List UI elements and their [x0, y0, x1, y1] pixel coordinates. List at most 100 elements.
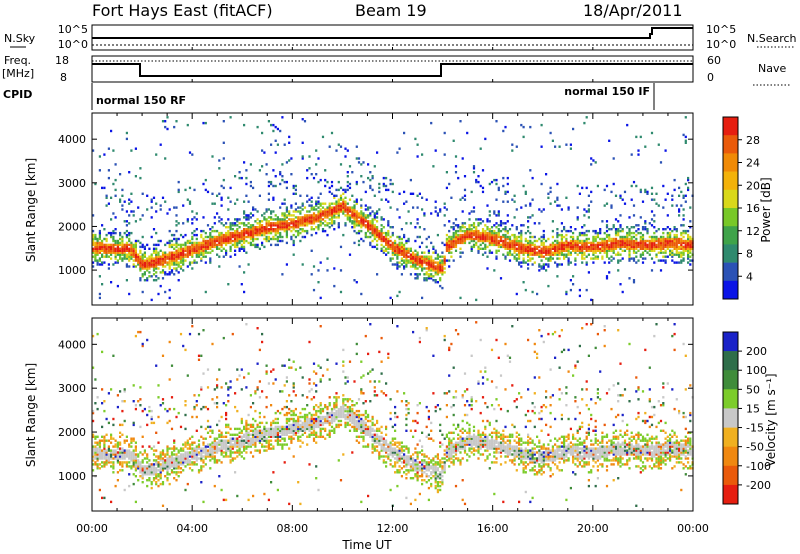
power-cell: [452, 139, 455, 142]
power-cell: [463, 231, 467, 235]
power-cell: [218, 255, 221, 258]
power-cell: [522, 261, 525, 264]
power-cell: [671, 237, 674, 241]
velocity-cell: [152, 463, 156, 466]
power-cell: [155, 249, 158, 252]
power-cell: [400, 249, 403, 252]
power-cell: [585, 243, 588, 247]
velocity-cell: [263, 425, 266, 429]
power-cell: [396, 263, 399, 266]
power-cell: [209, 243, 212, 247]
power-cell: [581, 253, 584, 256]
velocity-cell: [139, 471, 142, 474]
power-cell: [249, 184, 252, 188]
power-cell: [288, 210, 291, 213]
power-cell: [330, 206, 334, 209]
power-cell: [612, 239, 615, 243]
power-cell: [412, 257, 415, 260]
velocity-cell: [132, 482, 135, 486]
power-cell: [92, 239, 95, 243]
power-cell: [405, 265, 408, 268]
power-cell: [504, 247, 507, 250]
power-cell: [218, 231, 221, 235]
velocity-cell: [229, 427, 232, 431]
power-cell: [290, 229, 293, 233]
power-cell: [175, 249, 178, 252]
power-cell: [556, 243, 559, 247]
power-cell: [659, 249, 663, 252]
velocity-cell: [92, 334, 95, 338]
power-cell: [425, 277, 428, 280]
power-cell: [682, 251, 685, 254]
power-cell: [497, 241, 500, 245]
velocity-cell: [173, 449, 176, 452]
power-cell: [188, 151, 192, 154]
velocity-cell: [303, 417, 307, 421]
velocity-cell: [294, 394, 297, 397]
power-cell: [504, 235, 507, 239]
power-cell: [380, 231, 383, 235]
power-cell: [481, 241, 485, 245]
power-cell: [497, 243, 500, 247]
power-cell: [520, 206, 523, 209]
power-cell: [684, 229, 687, 233]
power-cell: [506, 247, 509, 250]
velocity-cell: [234, 457, 237, 460]
velocity-cell: [184, 465, 187, 468]
power-cell: [128, 237, 131, 241]
power-cell: [168, 245, 171, 249]
velocity-cell: [182, 447, 185, 450]
power-cell: [362, 212, 365, 215]
power-cell: [687, 188, 690, 192]
power-cell: [659, 161, 663, 164]
velocity-cell: [247, 439, 250, 442]
power-cell: [213, 241, 216, 245]
velocity-cell: [209, 425, 212, 429]
power-cell: [457, 176, 460, 180]
power-cell: [576, 218, 579, 221]
power-cell: [486, 220, 489, 223]
power-cell: [443, 202, 446, 205]
power-cell: [355, 216, 358, 219]
power-cell: [479, 239, 482, 243]
power-cell: [342, 212, 345, 215]
velocity-cell: [249, 441, 252, 444]
power-cell: [587, 245, 590, 249]
power-cell: [310, 173, 313, 176]
power-cell: [168, 257, 171, 260]
velocity-cell: [96, 465, 99, 468]
velocity-cell: [110, 449, 113, 452]
power-cell: [540, 123, 543, 127]
power-cell: [297, 226, 300, 229]
power-cell: [612, 237, 615, 241]
velocity-cell: [188, 451, 192, 454]
velocity-cell: [125, 435, 128, 438]
power-cell: [247, 222, 250, 225]
power-cell: [256, 245, 259, 249]
power-cell: [94, 245, 97, 249]
velocity-cell: [240, 421, 243, 425]
power-cell: [524, 288, 527, 292]
power-cell: [436, 273, 439, 276]
power-cell: [263, 237, 266, 241]
velocity-cell: [177, 467, 180, 470]
power-cell: [391, 241, 394, 245]
power-cell: [508, 237, 512, 241]
power-cell: [209, 245, 212, 249]
power-cell: [400, 253, 403, 256]
power-cell: [641, 226, 645, 229]
power-cell: [504, 233, 507, 237]
power-cell: [463, 194, 467, 197]
velocity-cell: [94, 455, 97, 458]
velocity-cell: [261, 429, 264, 432]
power-cell: [445, 186, 448, 190]
velocity-cell: [148, 409, 151, 413]
velocity-cell: [211, 445, 214, 448]
velocity-cell: [254, 419, 257, 423]
power-cell: [542, 247, 545, 250]
power-cell: [274, 184, 277, 188]
power-cell: [454, 218, 458, 221]
power-cell: [105, 249, 108, 252]
velocity-cell: [292, 433, 295, 436]
power-cell: [565, 239, 568, 243]
